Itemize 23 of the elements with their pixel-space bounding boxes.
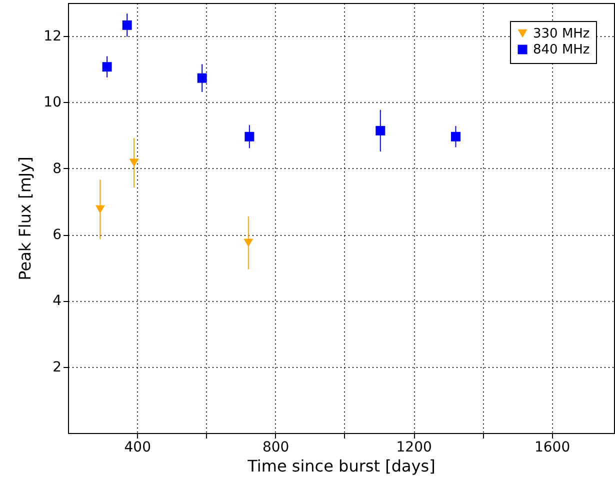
- point: [129, 158, 139, 167]
- x-axis-title: Time since burst [days]: [246, 456, 436, 476]
- legend-label: 840 MHz: [533, 42, 590, 58]
- point: [102, 62, 112, 72]
- point: [244, 132, 254, 142]
- point: [450, 132, 460, 142]
- y-tick-label: 4: [52, 293, 62, 310]
- point: [95, 205, 105, 214]
- y-tick-label: 12: [44, 28, 62, 45]
- y-tick-label: 10: [44, 94, 62, 111]
- point: [197, 73, 207, 83]
- point: [376, 126, 386, 136]
- point: [244, 238, 254, 247]
- y-axis-title: Peak Flux [mJy]: [16, 156, 35, 280]
- y-tick-label: 8: [52, 160, 62, 177]
- x-tick-label: 1200: [396, 440, 432, 456]
- x-tick-label: 1600: [534, 440, 570, 456]
- y-tick-label: 2: [52, 359, 62, 376]
- y-tick-label: 6: [52, 227, 62, 244]
- point: [122, 20, 132, 30]
- legend-label: 330 MHz: [533, 26, 590, 42]
- x-tick-label: 400: [124, 440, 151, 456]
- x-tick-label: 800: [262, 440, 290, 456]
